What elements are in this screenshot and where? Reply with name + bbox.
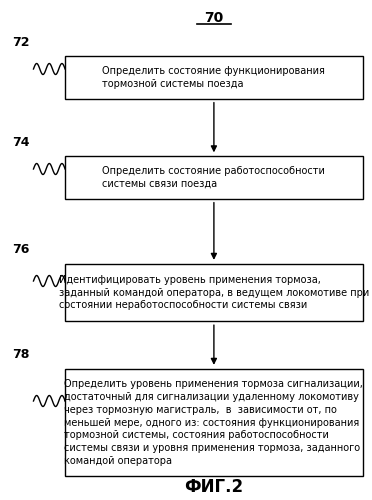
Text: 70: 70 xyxy=(204,10,224,24)
Bar xyxy=(65,264,363,322)
Text: 74: 74 xyxy=(12,136,29,149)
Text: Определить состояние функционирования
тормозной системы поезда: Определить состояние функционирования то… xyxy=(102,66,326,89)
Text: 72: 72 xyxy=(12,36,29,49)
Text: 76: 76 xyxy=(12,244,29,256)
Text: Определить уровень применения тормоза сигнализации,
достаточный для сигнализации: Определить уровень применения тормоза си… xyxy=(64,379,363,466)
Bar xyxy=(65,156,363,198)
Bar xyxy=(65,369,363,476)
Text: ФИГ.2: ФИГ.2 xyxy=(185,478,243,496)
Text: Определить состояние работоспособности
системы связи поезда: Определить состояние работоспособности с… xyxy=(102,166,326,189)
Text: Идентифицировать уровень применения тормоза,
заданный командой оператора, в веду: Идентифицировать уровень применения торм… xyxy=(59,274,369,310)
Text: 78: 78 xyxy=(12,348,29,361)
Bar xyxy=(65,56,363,99)
